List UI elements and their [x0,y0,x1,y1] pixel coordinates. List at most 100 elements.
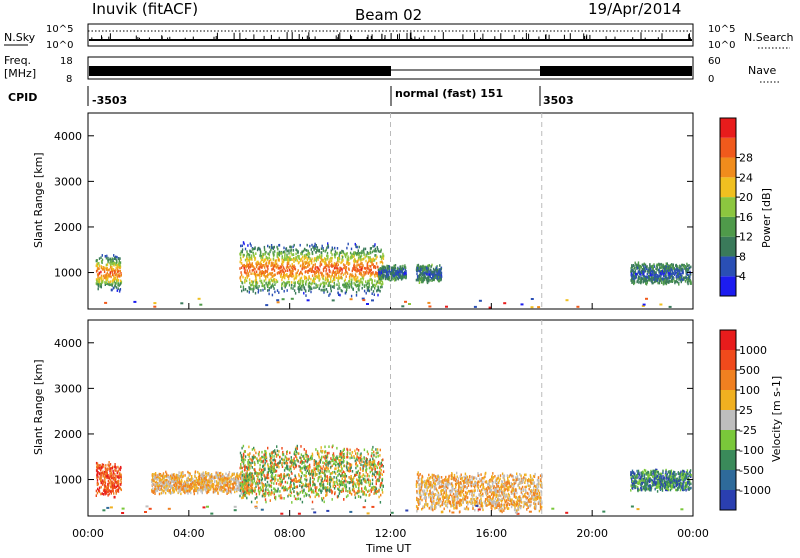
range-cell [320,262,321,265]
range-cell [244,270,245,273]
range-cell [248,286,249,289]
range-cell [665,273,666,276]
range-cell [312,274,313,277]
range-cell [346,247,347,250]
range-cell [381,272,382,275]
range-cell [236,479,237,482]
range-cell [104,302,107,304]
range-cell [351,274,352,277]
range-cell [249,270,250,273]
range-cell [270,286,271,289]
range-cell [184,492,185,495]
range-cell [376,250,377,253]
range-cell [97,483,98,486]
range-cell [379,290,380,293]
colorbar-tick-label: 4 [739,270,746,283]
power-cb-label: Power [dB] [760,188,773,248]
range-cell [292,246,293,249]
range-cell [97,492,98,495]
range-cell [424,266,425,269]
range-cell [112,487,113,490]
range-cell [283,247,284,250]
range-cell [690,266,691,269]
range-cell [273,246,274,249]
range-cell [334,274,335,277]
beam-title: Beam 02 [355,6,422,24]
range-cell [168,483,169,486]
range-cell [287,275,288,278]
range-cell [289,257,290,260]
range-cell [429,264,430,267]
station-title: Inuvik (fitACF) [92,0,198,18]
range-cell [331,264,332,267]
range-cell [537,306,540,308]
colorbar-tick-label: 24 [739,171,753,184]
range-cell [107,263,108,266]
range-cell [673,272,674,275]
range-cell [183,483,184,486]
nsky-label: N.Sky [4,31,36,44]
range-cell [277,479,278,482]
range-cell [254,480,255,483]
range-cell [305,283,306,286]
range-cell [194,493,195,496]
range-cell [213,486,214,489]
range-cell [256,287,257,290]
range-cell [301,272,302,275]
range-cell [205,482,206,485]
range-cell [371,263,372,266]
range-cell [321,289,322,292]
range-cell [302,501,303,504]
range-cell [158,482,159,485]
range-cell [304,287,305,290]
range-cell [338,285,339,288]
range-cell [295,480,296,483]
range-cell [245,248,246,251]
range-cell [214,480,215,483]
range-cell [681,268,682,271]
range-cell [99,257,100,260]
range-cell [445,306,448,308]
range-cell [100,277,101,280]
range-cell [120,487,121,490]
range-cell [244,267,245,270]
range-cell [358,257,359,260]
range-cell [168,476,169,479]
range-cell [395,272,396,275]
range-cell [371,269,372,272]
range-cell [188,477,189,480]
range-cell [106,274,107,277]
range-cell [288,477,289,480]
colorbar-swatch [720,158,736,178]
range-cell [305,271,306,274]
range-cell [180,302,183,304]
cpid-seg-3: 3503 [543,94,574,107]
range-cell [170,491,171,494]
range-cell [269,466,270,469]
range-cell [503,302,506,304]
range-cell [275,281,276,284]
range-cell [360,278,361,281]
range-cell [309,264,310,267]
range-cell [325,266,326,269]
range-cell [337,292,338,295]
range-cell [178,481,179,484]
range-cell [649,264,650,267]
range-cell [360,252,361,255]
range-cell [277,255,278,258]
range-cell [190,478,191,481]
range-cell [327,275,328,278]
range-cell [117,485,118,488]
range-cell [165,479,166,482]
range-cell [246,272,247,275]
range-cell [97,488,98,491]
range-cell [111,268,112,271]
range-cell [366,270,367,273]
range-cell [222,490,223,493]
range-cell [219,486,220,489]
range-cell [243,289,244,292]
range-cell [373,290,374,293]
range-cell [202,479,203,482]
range-cell [329,293,330,296]
range-cell [249,291,250,294]
